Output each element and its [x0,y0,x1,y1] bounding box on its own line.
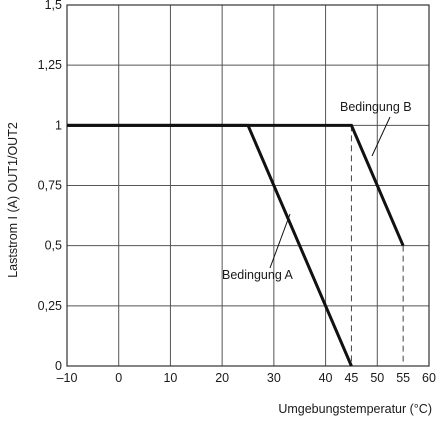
x-axis-label: Umgebungstemperatur (°C) [278,402,432,416]
y-tick-label: 1,5 [45,0,62,12]
y-axis-ticks: 0 0,25 0,5 0,75 1 1,25 1,5 [38,0,62,373]
x-tick-label: 10 [163,371,177,385]
annotations: Bedingung A Bedingung B [222,100,412,282]
x-tick-label: 55 [396,371,410,385]
x-tick-label: 20 [215,371,229,385]
x-tick-label: 60 [422,371,436,385]
y-tick-label: 1,25 [38,58,62,72]
x-tick-label: 0 [115,371,122,385]
y-tick-label: 1 [55,118,62,132]
x-axis-ticks: –10 0 10 20 30 40 45 50 55 60 [57,371,436,385]
annotation-bedingung-a: Bedingung A [222,268,294,282]
annotation-bedingung-a-leader [269,213,291,269]
y-tick-label: 0 [55,359,62,373]
x-tick-label: 30 [267,371,281,385]
x-tick-label: –10 [57,371,78,385]
plot-frame [66,4,430,367]
y-tick-label: 0,25 [38,299,62,313]
y-tick-label: 0,75 [38,179,62,193]
x-tick-label: 40 [319,371,333,385]
y-axis-label: Laststrom I (A) OUT1/OUT2 [6,122,20,278]
series-line-bedingung-b [67,123,405,247]
x-tick-label: 50 [370,371,384,385]
annotation-bedingung-b: Bedingung B [340,100,412,114]
annotation-bedingung-b-leader [371,116,391,157]
x-tick-label: 45 [344,371,358,385]
y-tick-label: 0,5 [45,239,62,253]
reference-lines [350,125,404,366]
series [67,123,405,367]
grid [66,4,430,367]
